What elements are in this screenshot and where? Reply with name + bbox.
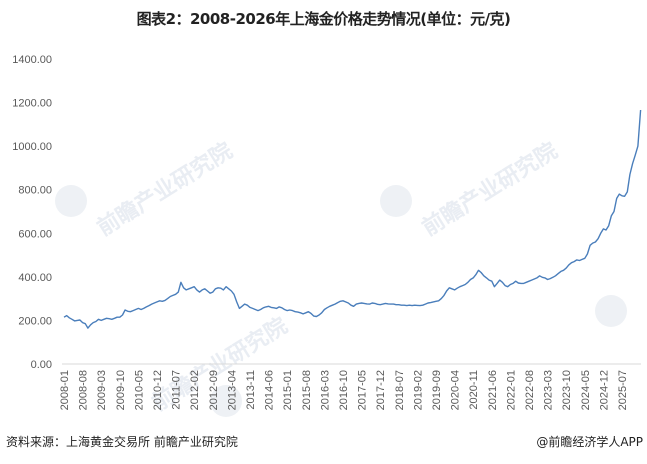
y-axis: 0.00 200.00 400.00 600.00 800.00 1000.00 1200.… [12, 54, 52, 371]
x-tick-label: 2016-10 [338, 370, 350, 410]
x-tick-label: 2022-08 [524, 370, 536, 410]
x-tick-label: 2014-06 [264, 370, 276, 410]
x-tick-label: 2016-03 [319, 370, 331, 410]
x-tick-label: 2008-01 [59, 370, 71, 410]
y-tick-label: 1200.00 [12, 98, 52, 110]
x-tick-label: 2020-04 [450, 370, 462, 410]
x-tick-label: 2025-07 [617, 370, 629, 410]
y-tick-label: 1000.00 [12, 141, 52, 153]
y-tick-label: 600.00 [18, 228, 52, 240]
chart-title: 图表2：2008-2026年上海金价格走势情况(单位：元/克) [136, 10, 511, 28]
x-tick-label: 2010-05 [133, 370, 145, 410]
x-tick-label: 2023-03 [543, 370, 555, 410]
x-tick-label: 2020-11 [468, 370, 480, 410]
credit-note: @前瞻经济学人APP [536, 435, 643, 449]
x-tick-label: 2019-02 [412, 370, 424, 410]
y-tick-label: 800.00 [18, 185, 52, 197]
y-tick-label: 0.00 [31, 359, 52, 371]
x-tick-label: 2008-08 [78, 370, 90, 410]
x-tick-label: 2009-03 [96, 370, 108, 410]
x-tick-label: 2022-01 [505, 370, 517, 410]
y-tick-label: 1400.00 [12, 54, 52, 66]
x-tick-label: 2017-05 [357, 370, 369, 410]
x-tick-label: 2013-04 [226, 370, 238, 410]
x-tick-label: 2021-06 [487, 370, 499, 410]
x-tick-label: 2018-07 [394, 370, 406, 410]
y-tick-label: 400.00 [18, 272, 52, 284]
y-tick-label: 200.00 [18, 315, 52, 327]
x-tick-label: 2012-09 [208, 370, 220, 410]
x-tick-label: 2009-10 [115, 370, 127, 410]
x-tick-label: 2019-09 [431, 370, 443, 410]
x-tick-label: 2011-07 [171, 370, 183, 410]
price-line [63, 109, 642, 329]
x-tick-label: 2024-05 [580, 370, 592, 410]
x-tick-label: 2015-08 [301, 370, 313, 410]
x-tick-label: 2024-12 [598, 370, 610, 410]
x-tick-label: 2015-01 [282, 370, 294, 410]
source-note: 资料来源：上海黄金交易所 前瞻产业研究院 [6, 435, 238, 449]
x-tick-label: 2013-11 [245, 370, 257, 410]
x-tick-label: 2017-12 [375, 370, 387, 410]
x-tick-label: 2023-10 [561, 370, 573, 410]
x-tick-label: 2012-02 [189, 370, 201, 410]
x-tick-label: 2010-12 [152, 370, 164, 410]
x-axis: 2008-01 2008-08 2009-03 2009-10 2010-05 2010-… [59, 370, 629, 410]
